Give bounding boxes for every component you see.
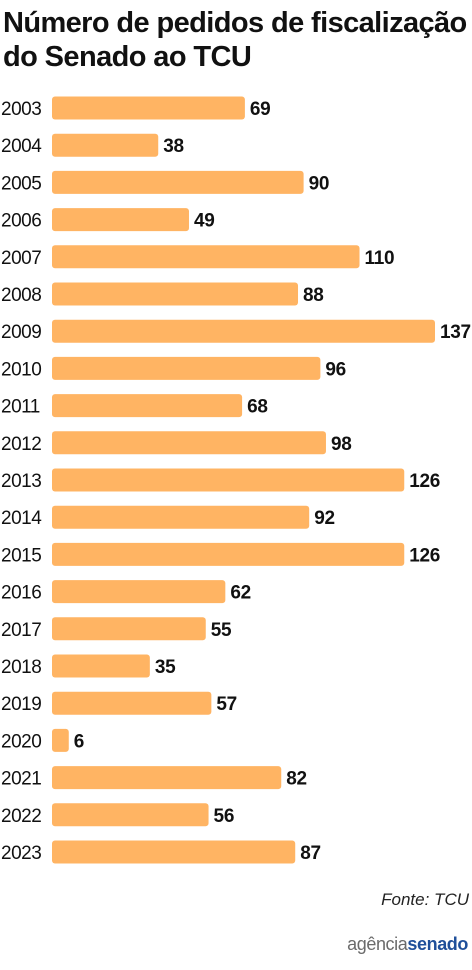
year-label-2012: 2012 [1,434,41,455]
year-label-2006: 2006 [1,211,41,232]
year-label-2019: 2019 [1,694,41,715]
value-label-2010: 96 [325,359,346,380]
year-label-2008: 2008 [1,285,41,306]
value-label-2017: 55 [211,620,232,641]
bar-2010 [52,356,321,380]
bar-2012 [52,431,326,455]
year-label-2007: 2007 [1,248,41,269]
year-label-2016: 2016 [1,583,41,604]
value-label-2012: 98 [331,434,352,455]
source-note: Fonte: TCU [381,890,469,909]
bar-2017 [52,617,206,641]
value-label-2014: 92 [314,508,335,529]
value-label-2016: 62 [230,583,251,604]
bar-2003 [52,96,245,120]
year-label-2013: 2013 [1,471,41,492]
bar-2023 [52,840,296,864]
value-label-2011: 68 [247,397,268,418]
bar-2009 [52,319,435,343]
value-label-2018: 35 [155,657,176,678]
value-label-2007: 110 [365,248,395,269]
bar-2016 [52,580,226,604]
bar-2015 [52,542,405,566]
bar-2019 [52,691,212,715]
year-label-2004: 2004 [1,136,42,157]
logo-text-senado: senado [407,934,468,954]
year-label-2011: 2011 [1,397,40,418]
value-label-2003: 69 [250,99,271,120]
value-label-2023: 87 [300,843,321,864]
value-label-2013: 126 [409,471,440,492]
value-label-2005: 90 [309,173,330,194]
value-label-2019: 57 [216,694,237,715]
year-label-2020: 2020 [1,731,41,752]
bar-2007 [52,245,360,269]
year-label-2023: 2023 [1,843,41,864]
year-label-2003: 2003 [1,99,41,120]
year-label-2005: 2005 [1,173,41,194]
bar-2021 [52,766,282,790]
year-label-2022: 2022 [1,806,41,827]
bar-2008 [52,282,299,306]
value-label-2004: 38 [163,136,184,157]
year-label-2010: 2010 [1,359,41,380]
value-label-2021: 82 [286,769,307,790]
bar-2020 [52,728,69,752]
year-label-2014: 2014 [1,508,42,529]
bar-2013 [52,468,405,492]
bar-chart: 2003 69 2004 38 2005 90 2006 49 2007 110 2008 88 200… [1,96,471,864]
bar-2004 [52,133,159,157]
chart-title: Número de pedidos de fiscalização do Sen… [3,7,467,73]
year-label-2021: 2021 [1,769,41,790]
logo-text-agencia: agência [347,934,408,954]
bar-2005 [52,170,304,194]
value-label-2015: 126 [409,545,440,566]
bar-2011 [52,394,243,418]
year-label-2015: 2015 [1,545,41,566]
value-label-2022: 56 [214,806,235,827]
value-label-2020: 6 [74,731,84,752]
agencia-senado-logo: agênciasenado [347,934,468,955]
bar-2018 [52,654,150,678]
year-label-2009: 2009 [1,322,41,343]
bar-2006 [52,208,189,232]
year-label-2017: 2017 [1,620,41,641]
value-label-2006: 49 [194,211,215,232]
bar-2022 [52,803,209,827]
bar-2014 [52,505,310,529]
value-label-2009: 137 [440,322,471,343]
year-label-2018: 2018 [1,657,41,678]
value-label-2008: 88 [303,285,324,306]
